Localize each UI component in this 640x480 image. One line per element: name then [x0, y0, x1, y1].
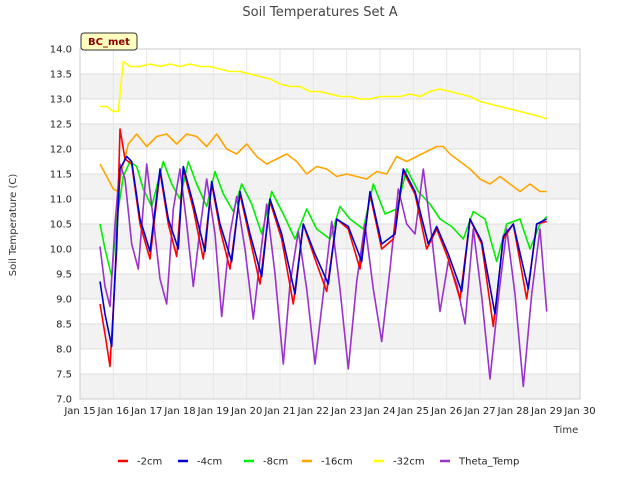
- y-axis-ticks: 7.0 7.5 8.0 8.5 9.0 9.5 10.0 10.5 11.0 11.5 12.0 12…: [50, 45, 72, 406]
- plot-band: [80, 49, 580, 74]
- x-axis-label: Time: [553, 425, 578, 436]
- series-line-16cm: [99, 133, 547, 193]
- legend-label: -4cm: [197, 457, 222, 468]
- y-tick-label: 7.5: [56, 370, 72, 381]
- legend-label: -16cm: [321, 457, 353, 468]
- legend: -2cm -4cm -8cm -16cm -32cm Theta_Temp: [118, 457, 519, 468]
- y-tick-label: 12.5: [50, 120, 72, 131]
- y-tick-label: 12.0: [50, 145, 72, 156]
- x-tick-label: Jan 29: [530, 406, 562, 417]
- y-tick-label: 9.5: [56, 270, 72, 281]
- plot-band: [80, 374, 580, 399]
- badge-label: BC_met: [88, 37, 130, 48]
- x-tick-label: Jan 23: [330, 406, 362, 417]
- plot-frame: [79, 48, 581, 400]
- y-tick-label: 11.5: [50, 170, 72, 181]
- y-tick-label: 8.0: [56, 345, 72, 356]
- y-tick-label: 7.0: [56, 395, 72, 406]
- badge-box: [80, 32, 138, 51]
- series-line-8cm: [99, 160, 548, 278]
- x-tick-label: Jan 19: [197, 406, 229, 417]
- x-tick-label: Jan 17: [130, 406, 162, 417]
- legend-label: -32cm: [393, 457, 425, 468]
- y-axis-label: Soil Temperature (C): [8, 174, 19, 277]
- x-tick-label: Jan 22: [297, 406, 329, 417]
- x-tick-label: Jan 18: [163, 406, 195, 417]
- x-tick-label: Jan 15: [63, 406, 95, 417]
- x-tick-label: Jan 20: [230, 406, 262, 417]
- x-tick-label: Jan 21: [263, 406, 295, 417]
- x-tick-label: Jan 26: [430, 406, 462, 417]
- plot-band: [80, 299, 580, 324]
- series-line-theta-temp: [99, 163, 548, 388]
- plot-band: [80, 74, 580, 99]
- plot-band: [80, 274, 580, 299]
- x-tick-label: Jan 24: [363, 406, 395, 417]
- plot-band: [80, 349, 580, 374]
- y-tick-label: 8.5: [56, 320, 72, 331]
- legend-label: -8cm: [263, 457, 288, 468]
- y-tick-label: 13.5: [50, 70, 72, 81]
- y-tick-label: 11.0: [50, 195, 72, 206]
- y-tick-label: 10.5: [50, 220, 72, 231]
- y-tick-label: 10.0: [50, 245, 72, 256]
- series-line-32cm: [100, 60, 547, 120]
- plot-band: [80, 99, 580, 124]
- y-tick-label: 14.0: [50, 45, 72, 56]
- plot-band: [80, 324, 580, 349]
- badge: BC_met: [80, 32, 138, 51]
- plot-band: [80, 199, 580, 224]
- series-line-4cm: [99, 155, 548, 348]
- x-tick-label: Jan 28: [497, 406, 529, 417]
- x-axis-ticks: Jan 15 Jan 16 Jan 17 Jan 18 Jan 19 Jan 20 Jan …: [63, 406, 595, 417]
- x-tick-label: Jan 27: [463, 406, 495, 417]
- plot-band: [80, 149, 580, 174]
- plot-band: [80, 124, 580, 149]
- legend-label: Theta_Temp: [458, 457, 519, 468]
- x-tick-label: Jan 30: [563, 406, 595, 417]
- y-tick-label: 9.0: [56, 295, 72, 306]
- x-tick-label: Jan 25: [397, 406, 429, 417]
- chart-title: Soil Temperatures Set A: [242, 5, 397, 20]
- legend-label: -2cm: [137, 457, 162, 468]
- x-tick-label: Jan 16: [97, 406, 129, 417]
- y-tick-label: 13.0: [50, 95, 72, 106]
- series-layer: [99, 60, 548, 388]
